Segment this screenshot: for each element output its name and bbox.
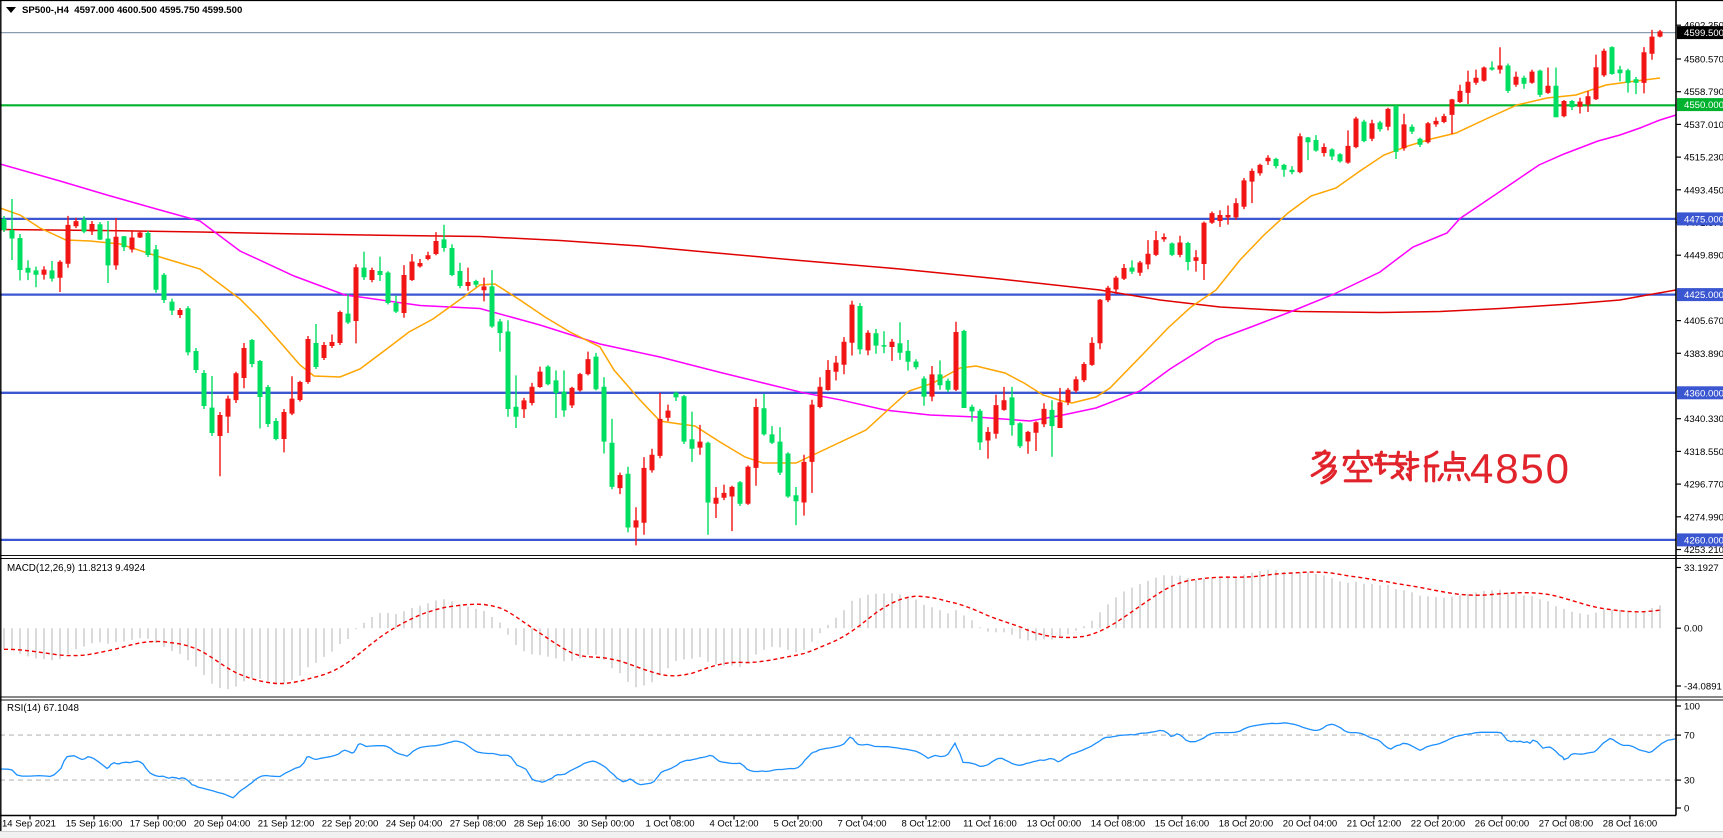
svg-text:22 Oct 20:00: 22 Oct 20:00 — [1411, 819, 1465, 830]
svg-text:27 Oct 08:00: 27 Oct 08:00 — [1539, 819, 1593, 830]
svg-text:4274.990: 4274.990 — [1684, 512, 1723, 523]
svg-text:4253.210: 4253.210 — [1684, 545, 1723, 556]
svg-text:-34.0891: -34.0891 — [1684, 682, 1722, 693]
svg-text:21 Oct 12:00: 21 Oct 12:00 — [1347, 819, 1401, 830]
svg-text:11 Oct 16:00: 11 Oct 16:00 — [963, 819, 1017, 830]
svg-text:28 Sep 16:00: 28 Sep 16:00 — [514, 819, 571, 830]
svg-text:20 Sep 04:00: 20 Sep 04:00 — [194, 819, 251, 830]
svg-text:20 Oct 04:00: 20 Oct 04:00 — [1283, 819, 1337, 830]
svg-text:70: 70 — [1684, 731, 1695, 742]
svg-text:22 Sep 20:00: 22 Sep 20:00 — [322, 819, 379, 830]
svg-text:4515.230: 4515.230 — [1684, 153, 1723, 164]
svg-text:33.1927: 33.1927 — [1684, 563, 1719, 574]
svg-text:26 Oct 00:00: 26 Oct 00:00 — [1475, 819, 1529, 830]
svg-text:4580.570: 4580.570 — [1684, 55, 1723, 66]
svg-text:5 Oct 20:00: 5 Oct 20:00 — [773, 819, 822, 830]
svg-text:1 Oct 08:00: 1 Oct 08:00 — [645, 819, 694, 830]
svg-text:7 Oct 04:00: 7 Oct 04:00 — [837, 819, 886, 830]
svg-text:13 Oct 00:00: 13 Oct 00:00 — [1027, 819, 1081, 830]
svg-text:30 Sep 00:00: 30 Sep 00:00 — [578, 819, 635, 830]
svg-text:4599.500: 4599.500 — [1684, 28, 1723, 39]
svg-text:4260.000: 4260.000 — [1684, 535, 1723, 546]
svg-text:4425.000: 4425.000 — [1684, 290, 1723, 301]
svg-text:4318.550: 4318.550 — [1684, 447, 1723, 458]
svg-text:28 Oct 16:00: 28 Oct 16:00 — [1603, 819, 1657, 830]
svg-text:21 Sep 12:00: 21 Sep 12:00 — [258, 819, 315, 830]
svg-text:4360.000: 4360.000 — [1684, 388, 1723, 399]
svg-text:4537.010: 4537.010 — [1684, 120, 1723, 131]
svg-text:4550.000: 4550.000 — [1684, 100, 1723, 111]
svg-text:17 Sep 00:00: 17 Sep 00:00 — [130, 819, 187, 830]
svg-text:4383.890: 4383.890 — [1684, 349, 1723, 360]
svg-text:27 Sep 08:00: 27 Sep 08:00 — [450, 819, 507, 830]
svg-text:RSI(14) 67.1048: RSI(14) 67.1048 — [7, 703, 79, 714]
svg-text:30: 30 — [1684, 776, 1695, 787]
svg-text:MACD(12,26,9) 11.8213 9.4924: MACD(12,26,9) 11.8213 9.4924 — [7, 563, 146, 574]
svg-text:100: 100 — [1684, 702, 1700, 713]
svg-text:14 Sep 2021: 14 Sep 2021 — [2, 819, 56, 830]
svg-text:4475.000: 4475.000 — [1684, 214, 1723, 225]
svg-text:14 Oct 08:00: 14 Oct 08:00 — [1091, 819, 1145, 830]
svg-text:24 Sep 04:00: 24 Sep 04:00 — [386, 819, 443, 830]
svg-text:0: 0 — [1684, 804, 1689, 815]
svg-text:15 Sep 16:00: 15 Sep 16:00 — [66, 819, 123, 830]
svg-text:SP500-,H4 4597.000 4600.500 4: SP500-,H4 4597.000 4600.500 4595.750 459… — [22, 5, 242, 16]
svg-text:4296.770: 4296.770 — [1684, 480, 1723, 491]
svg-text:8 Oct 12:00: 8 Oct 12:00 — [901, 819, 950, 830]
svg-text:4850: 4850 — [1470, 445, 1569, 492]
svg-text:4558.790: 4558.790 — [1684, 87, 1723, 98]
svg-text:15 Oct 16:00: 15 Oct 16:00 — [1155, 819, 1209, 830]
svg-text:4449.890: 4449.890 — [1684, 251, 1723, 262]
svg-text:0.00: 0.00 — [1684, 624, 1703, 635]
svg-text:18 Oct 20:00: 18 Oct 20:00 — [1219, 819, 1273, 830]
svg-text:4 Oct 12:00: 4 Oct 12:00 — [709, 819, 758, 830]
svg-text:4493.450: 4493.450 — [1684, 185, 1723, 196]
svg-text:4340.330: 4340.330 — [1684, 414, 1723, 425]
svg-text:4405.670: 4405.670 — [1684, 316, 1723, 327]
